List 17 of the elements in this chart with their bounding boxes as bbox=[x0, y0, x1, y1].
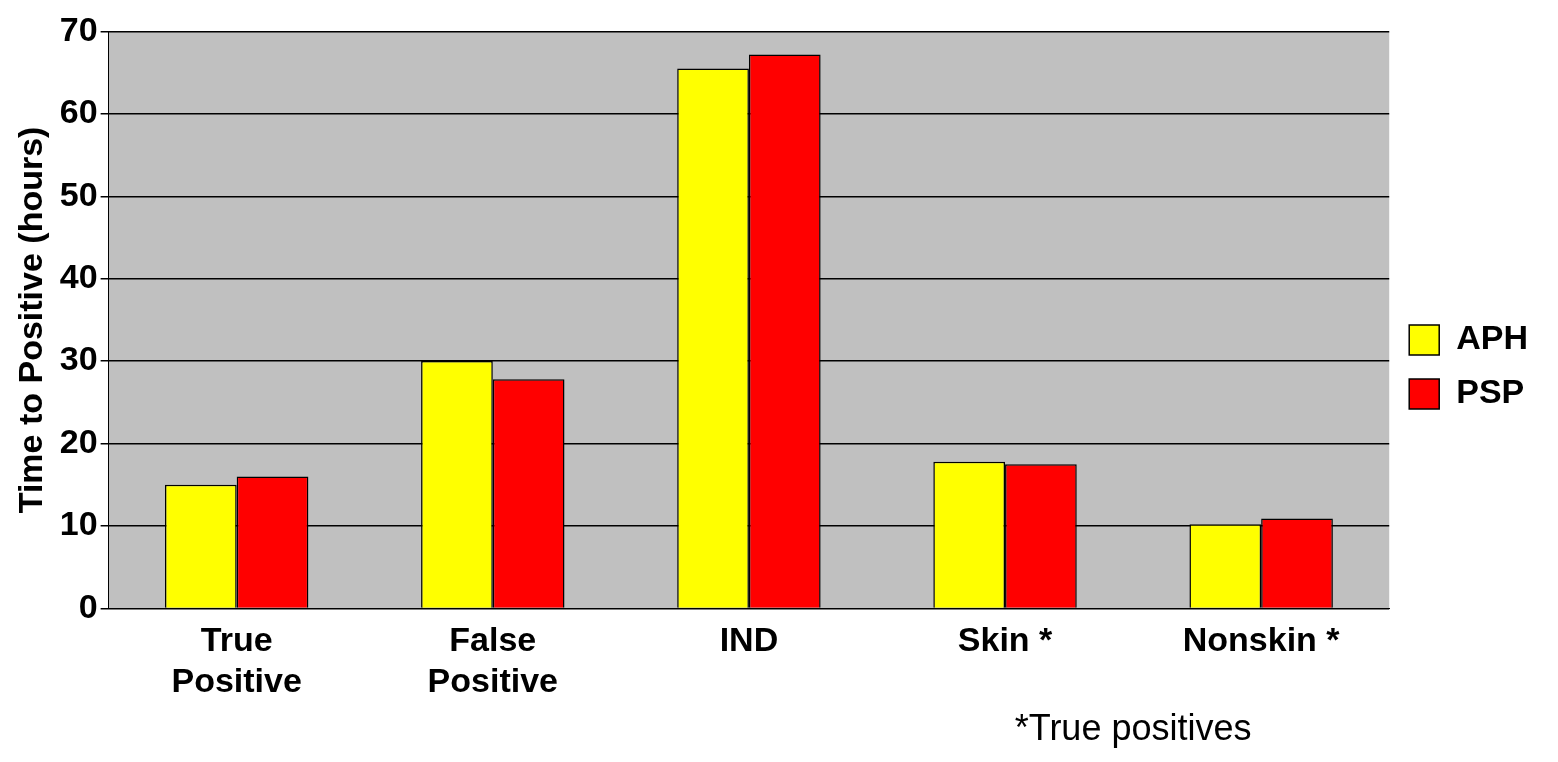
x-tick-label: Skin * bbox=[957, 620, 1054, 659]
y-tick-label: 20 bbox=[59, 421, 98, 460]
legend-label: PSP bbox=[1456, 372, 1525, 411]
legend-label: APH bbox=[1456, 318, 1529, 357]
x-tick-label: True Positive bbox=[171, 620, 302, 699]
x-tick-label: False Positive bbox=[427, 620, 558, 699]
x-tick-label: Nonskin * bbox=[1182, 620, 1341, 659]
y-tick-label: 30 bbox=[59, 339, 98, 378]
y-tick-label: 70 bbox=[59, 9, 98, 48]
y-tick-label: 60 bbox=[59, 92, 98, 131]
x-tick-label: IND bbox=[719, 620, 779, 659]
y-tick-label: 0 bbox=[78, 586, 98, 625]
y-tick-label: 40 bbox=[59, 257, 98, 296]
y-axis-title: Time to Positive (hours) bbox=[10, 126, 49, 514]
y-tick-label: 10 bbox=[59, 504, 98, 543]
y-tick-label: 50 bbox=[59, 174, 98, 213]
text: *True positives bbox=[1014, 706, 1252, 748]
